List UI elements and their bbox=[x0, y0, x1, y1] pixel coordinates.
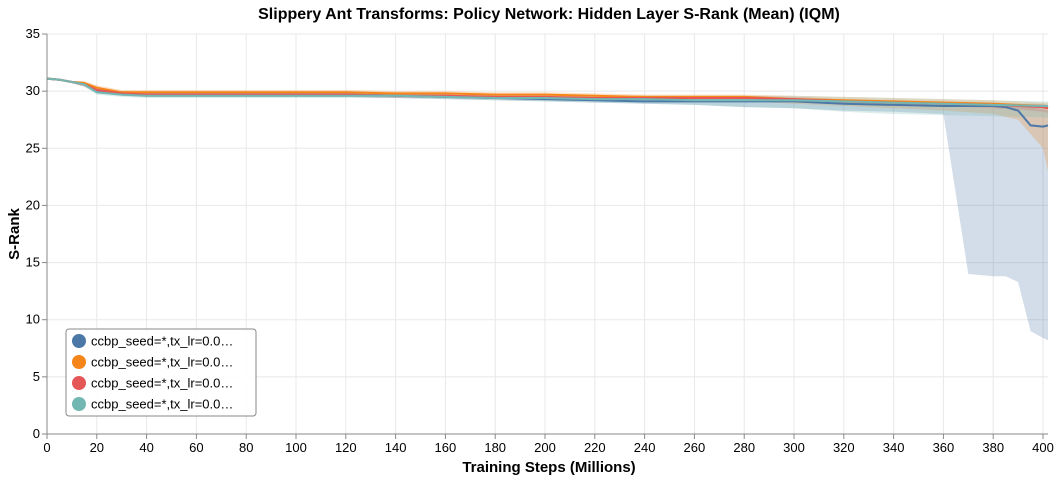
y-axis-title: S-Rank bbox=[6, 208, 23, 260]
legend-swatch bbox=[72, 376, 86, 390]
x-tick-label: 200 bbox=[534, 440, 556, 455]
axes: 0 20 40 60 80 100 120 140 160 180 200 220 240 260 280 3… bbox=[26, 26, 1054, 455]
x-tick-label: 0 bbox=[43, 440, 50, 455]
y-tick-label: 20 bbox=[26, 197, 40, 212]
y-tick-label: 25 bbox=[26, 140, 40, 155]
x-tick-label: 100 bbox=[285, 440, 307, 455]
x-tick-label: 380 bbox=[982, 440, 1004, 455]
x-axis-title: Training Steps (Millions) bbox=[462, 459, 635, 476]
x-tick-label: 400 bbox=[1032, 440, 1054, 455]
y-tick-label: 10 bbox=[26, 312, 40, 327]
series-lines bbox=[46, 77, 1049, 128]
confidence-bands bbox=[47, 77, 1048, 341]
x-tick-label: 80 bbox=[239, 440, 253, 455]
x-tick-label: 60 bbox=[189, 440, 203, 455]
x-tick-label: 260 bbox=[684, 440, 706, 455]
x-tick-label: 340 bbox=[883, 440, 905, 455]
legend-box bbox=[65, 328, 257, 417]
x-tick-label: 280 bbox=[733, 440, 755, 455]
y-tick-label: 35 bbox=[26, 26, 40, 41]
x-tick-label: 20 bbox=[90, 440, 104, 455]
x-tick-label: 160 bbox=[435, 440, 457, 455]
series-2-line bbox=[46, 77, 1049, 109]
legend-swatch bbox=[72, 397, 86, 411]
legend-label: ccbp_seed=*,tx_lr=0.0… bbox=[91, 397, 233, 412]
legend-label: ccbp_seed=*,tx_lr=0.0… bbox=[91, 376, 233, 391]
x-tick-label: 180 bbox=[484, 440, 506, 455]
x-tick-label: 120 bbox=[335, 440, 357, 455]
legend-swatch bbox=[72, 334, 86, 348]
series-1-band bbox=[47, 77, 1048, 341]
y-tick-label: 0 bbox=[33, 426, 40, 441]
x-tick-label: 220 bbox=[584, 440, 606, 455]
x-tick-label: 140 bbox=[385, 440, 407, 455]
x-tick-label: 360 bbox=[933, 440, 955, 455]
legend-swatch bbox=[72, 355, 86, 369]
x-tick-label: 300 bbox=[783, 440, 805, 455]
x-tick-label: 240 bbox=[634, 440, 656, 455]
x-tick-label: 40 bbox=[139, 440, 153, 455]
legend: ccbp_seed=*,tx_lr=0.0… ccbp_seed=*,tx_lr=… bbox=[65, 328, 257, 417]
legend-label: ccbp_seed=*,tx_lr=0.0… bbox=[91, 355, 233, 370]
y-tick-label: 15 bbox=[26, 255, 40, 270]
legend-label: ccbp_seed=*,tx_lr=0.0… bbox=[91, 334, 233, 349]
x-tick-label: 320 bbox=[833, 440, 855, 455]
series-4-line bbox=[46, 77, 1048, 107]
y-tick-label: 5 bbox=[33, 369, 40, 384]
chart-title: Slippery Ant Transforms: Policy Network:… bbox=[258, 6, 840, 23]
y-tick-label: 30 bbox=[26, 83, 40, 98]
